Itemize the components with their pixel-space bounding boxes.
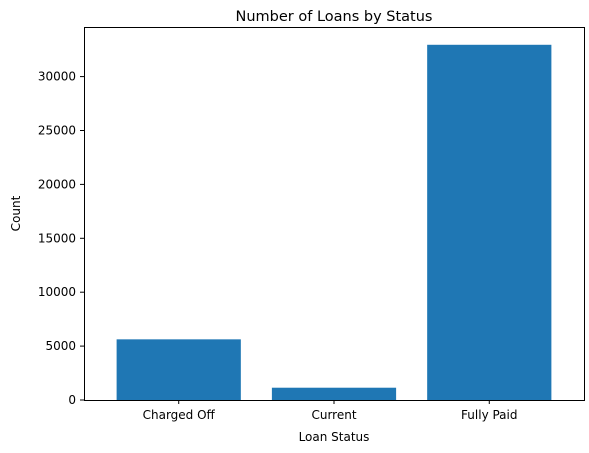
x-tick-label: Charged Off [143,408,216,422]
x-tick-label: Current [311,408,356,422]
y-tick-label: 20000 [38,177,76,191]
y-tick-label: 30000 [38,70,76,84]
plot-frame [84,27,585,401]
bar-fully-paid [427,44,552,401]
x-axis-label: Loan Status [299,430,370,444]
y-tick-label: 5000 [45,339,76,353]
x-axis-ticks: Charged Off Current Fully Paid [143,400,517,422]
bars-group [116,44,552,401]
y-tick-label: 15000 [38,231,76,245]
y-tick-label: 25000 [38,123,76,137]
bar-charged-off [116,339,241,400]
y-axis-label: Count [9,195,23,231]
y-tick-label: 10000 [38,285,76,299]
bar-current [271,387,397,400]
chart-title: Number of Loans by Status [236,9,433,25]
x-tick-label: Fully Paid [461,408,517,422]
y-axis-ticks: 0 5000 10000 15000 20000 25000 30000 [38,70,84,407]
y-tick-label: 0 [68,393,76,407]
